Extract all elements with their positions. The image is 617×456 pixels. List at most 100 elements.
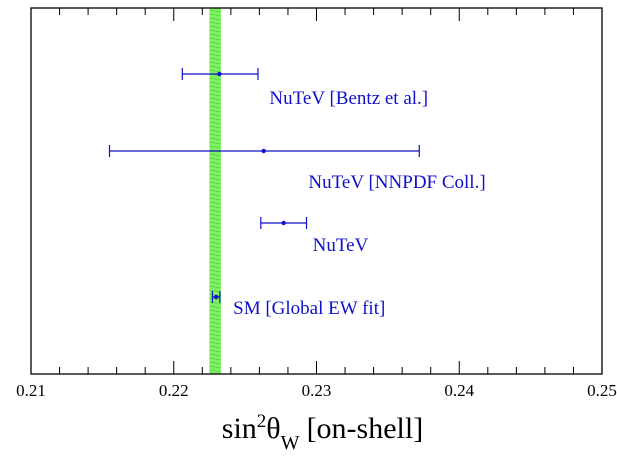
sm-band-hatch xyxy=(209,225,221,229)
sm-band-hatch xyxy=(209,273,221,277)
x-axis-title-suffix: [on-shell] xyxy=(307,412,424,445)
sm-band-hatch xyxy=(209,145,221,149)
sm-band-hatch xyxy=(209,213,221,217)
data-point xyxy=(281,220,286,226)
sm-band-hatch xyxy=(209,245,221,249)
sm-band-hatch xyxy=(209,229,221,233)
measurements-layer: NuTeV [Bentz et al.] NuTeV [NNPDF Coll.] N… xyxy=(108,68,486,319)
sm-band-hatch xyxy=(209,345,221,349)
sm-band-hatch xyxy=(209,309,221,313)
sm-band-hatch xyxy=(209,317,221,321)
sm-band-hatch xyxy=(209,333,221,337)
sm-band-hatch xyxy=(209,137,221,141)
sm-band-hatch xyxy=(209,293,221,297)
sm-band-hatch xyxy=(209,321,221,325)
sm-band-hatch xyxy=(209,29,221,33)
data-point xyxy=(213,294,219,300)
sm-band-hatch xyxy=(209,45,221,49)
x-axis-title: sin2θW [on-shell] xyxy=(222,411,423,454)
sm-band-hatch xyxy=(209,17,221,21)
sm-band-hatch xyxy=(209,249,221,253)
sm-band-hatch xyxy=(209,53,221,57)
sm-band-hatch xyxy=(209,205,221,209)
sm-band-hatch xyxy=(209,9,221,13)
sm-band-hatch xyxy=(209,13,221,17)
sm-band-hatch xyxy=(209,85,221,89)
sm-band-hatch xyxy=(209,65,221,69)
sm-band-hatch xyxy=(209,69,221,73)
sm-band-hatch xyxy=(209,173,221,177)
sm-band-hatch xyxy=(209,57,221,61)
sm-band-hatch xyxy=(209,105,221,109)
sm-band-hatch xyxy=(209,37,221,41)
measurement-label: NuTeV [NNPDF Coll.] xyxy=(308,172,485,193)
sm-band-hatch xyxy=(209,165,221,169)
sm-band-hatch xyxy=(209,193,221,197)
sm-band-hatch xyxy=(209,241,221,245)
sm-band-hatch xyxy=(209,101,221,105)
sm-band-hatch xyxy=(209,361,221,365)
sm-band-hatch xyxy=(209,61,221,65)
sm-band-hatch xyxy=(209,153,221,157)
sm-band-hatch xyxy=(209,121,221,125)
sm-band-hatch xyxy=(209,297,221,301)
sm-band-hatch xyxy=(209,305,221,309)
x-tick-labels: 0.21 0.22 0.23 0.24 0.25 xyxy=(16,381,617,400)
x-axis-title-theta: θ xyxy=(266,412,280,445)
sm-band-hatch xyxy=(209,277,221,281)
sm-band-hatch xyxy=(209,289,221,293)
sm-band-hatch xyxy=(209,281,221,285)
sm-band-hatch xyxy=(209,349,221,353)
sm-band-hatch xyxy=(209,33,221,37)
sm-band-hatch xyxy=(209,133,221,137)
sm-band-hatch xyxy=(209,117,221,121)
sm-band-hatch xyxy=(209,141,221,145)
sm-band-hatch xyxy=(209,129,221,133)
sm-band-hatch xyxy=(209,365,221,369)
measurement: NuTeV [NNPDF Coll.] xyxy=(108,145,486,193)
sm-band-hatch xyxy=(209,161,221,165)
sm-band-hatch xyxy=(209,329,221,333)
sm-band-hatch xyxy=(209,357,221,361)
sm-band-hatch xyxy=(209,369,221,373)
x-axis-title-sup: 2 xyxy=(257,411,267,432)
sm-band-hatch xyxy=(209,49,221,53)
x-axis-title-sub: W xyxy=(281,432,300,454)
sm-band-hatch xyxy=(209,253,221,257)
sm-band-hatch xyxy=(209,81,221,85)
data-point xyxy=(217,71,222,77)
sm-band-hatch xyxy=(209,41,221,45)
sm-band-layer xyxy=(209,8,221,374)
sm-band-hatch xyxy=(209,301,221,305)
sm-band-hatch xyxy=(209,237,221,241)
measurement-label: NuTeV [Bentz et al.] xyxy=(269,88,428,109)
sm-band-hatch xyxy=(209,197,221,201)
measurement-label: SM [Global EW fit] xyxy=(233,298,385,319)
sm-band-hatch xyxy=(209,201,221,205)
x-axis-title-base: sin xyxy=(222,412,257,445)
sm-band-hatch xyxy=(209,337,221,341)
x-tick-label: 0.22 xyxy=(159,381,189,400)
sm-band-hatch xyxy=(209,233,221,237)
sm-band-hatch xyxy=(209,89,221,93)
sm-band-hatch xyxy=(209,21,221,25)
measurement-label: NuTeV xyxy=(313,235,369,256)
sm-band-hatch xyxy=(209,269,221,273)
sm-band-hatch xyxy=(209,93,221,97)
measurement: SM [Global EW fit] xyxy=(211,291,385,319)
x-tick-label: 0.24 xyxy=(444,381,474,400)
sm-band-hatch xyxy=(209,177,221,181)
sm-band-hatch xyxy=(209,353,221,357)
sm-band-hatch xyxy=(209,189,221,193)
sm-band-hatch xyxy=(209,285,221,289)
sm-band-hatch xyxy=(209,221,221,225)
data-point xyxy=(261,148,266,154)
sm-band-hatch xyxy=(209,77,221,81)
x-tick-label: 0.21 xyxy=(16,381,46,400)
sm-band-hatch xyxy=(209,257,221,261)
sm-band-hatch xyxy=(209,313,221,317)
x-tick-label: 0.23 xyxy=(302,381,332,400)
sm-band-hatch xyxy=(209,25,221,29)
sm-band-hatch xyxy=(209,217,221,221)
